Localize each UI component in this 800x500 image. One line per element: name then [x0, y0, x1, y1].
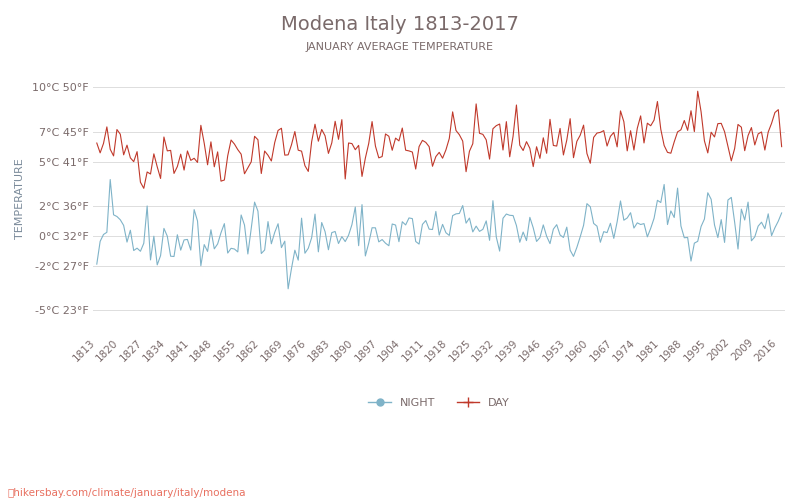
Legend: NIGHT, DAY: NIGHT, DAY: [364, 394, 514, 412]
Text: Modena Italy 1813-2017: Modena Italy 1813-2017: [281, 15, 519, 34]
Text: JANUARY AVERAGE TEMPERATURE: JANUARY AVERAGE TEMPERATURE: [306, 42, 494, 52]
Text: 📍hikersbay.com/climate/january/italy/modena: 📍hikersbay.com/climate/january/italy/mod…: [8, 488, 246, 498]
Y-axis label: TEMPERATURE: TEMPERATURE: [15, 158, 25, 239]
